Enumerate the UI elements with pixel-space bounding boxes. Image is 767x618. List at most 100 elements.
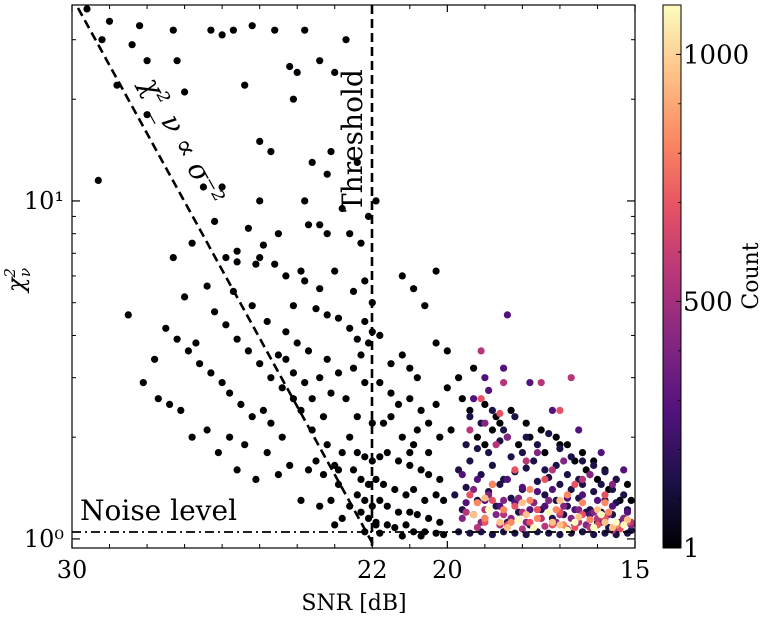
data-point: [466, 491, 474, 499]
data-point: [563, 441, 572, 449]
data-point: [319, 413, 328, 421]
data-point: [560, 457, 568, 465]
data-point: [226, 389, 234, 397]
data-point: [586, 516, 594, 524]
data-point: [541, 475, 549, 483]
data-point: [451, 491, 459, 499]
data-point: [143, 111, 151, 119]
data-point: [522, 419, 530, 427]
data-point: [593, 475, 602, 483]
data-point: [413, 374, 421, 382]
data-point: [406, 364, 414, 372]
data-point: [308, 158, 316, 166]
data-point: [334, 369, 343, 377]
data-point: [593, 496, 602, 504]
data-point: [458, 514, 466, 523]
data-point: [297, 496, 305, 504]
data-point: [511, 466, 519, 474]
data-point: [601, 468, 609, 476]
data-point: [410, 441, 418, 449]
data-point: [481, 374, 489, 382]
data-point: [533, 477, 542, 485]
data-point: [541, 491, 549, 499]
data-point: [571, 480, 579, 488]
data-point: [620, 521, 628, 529]
data-point: [533, 514, 542, 523]
data-point: [537, 379, 545, 387]
data-point: [379, 480, 388, 488]
data-point: [248, 22, 256, 30]
data-point: [601, 491, 609, 499]
data-point: [304, 221, 313, 229]
data-point: [394, 457, 403, 465]
data-point: [597, 449, 605, 457]
data-point: [601, 499, 609, 507]
data-point: [533, 441, 542, 449]
data-point: [376, 331, 384, 339]
data-point: [259, 241, 267, 249]
data-point: [241, 441, 249, 449]
data-point: [181, 88, 189, 96]
data-point: [312, 305, 320, 313]
data-point: [432, 491, 440, 499]
data-point: [316, 374, 324, 382]
data-point: [222, 254, 230, 262]
data-point: [248, 302, 256, 310]
data-point: [323, 230, 331, 238]
data-point: [331, 521, 339, 529]
data-point: [323, 170, 331, 178]
data-point: [417, 532, 425, 540]
x-tick-label: 22: [357, 556, 388, 584]
data-point: [500, 379, 508, 387]
data-point: [417, 406, 425, 414]
data-point: [334, 480, 343, 488]
data-point: [334, 314, 343, 322]
data-point: [319, 471, 328, 479]
data-point: [105, 17, 114, 25]
data-point: [410, 485, 418, 494]
data-point: [286, 461, 294, 469]
data-point: [496, 409, 504, 418]
data-point: [391, 524, 399, 532]
data-point: [503, 433, 511, 441]
data-point: [406, 449, 414, 457]
data-point: [323, 441, 331, 449]
data-point: [274, 230, 282, 238]
data-point: [361, 379, 369, 387]
data-point: [349, 364, 358, 372]
y-tick-label: 10⁰: [24, 525, 64, 553]
data-point: [256, 197, 264, 205]
data-point: [211, 217, 219, 225]
data-point: [548, 485, 557, 494]
data-point: [237, 400, 245, 408]
data-point: [571, 518, 579, 526]
data-point: [470, 395, 478, 403]
data-point: [289, 369, 297, 377]
data-point: [623, 516, 632, 524]
data-point: [503, 475, 511, 483]
data-point: [533, 449, 542, 457]
data-point: [458, 395, 466, 403]
data-point: [196, 360, 204, 368]
data-point: [267, 419, 275, 427]
data-point: [548, 406, 557, 414]
data-point: [226, 433, 234, 441]
data-point: [421, 496, 429, 504]
data-point: [244, 347, 252, 355]
data-point: [394, 400, 403, 408]
data-point: [432, 267, 440, 275]
data-point: [473, 499, 481, 507]
data-point: [507, 406, 515, 414]
data-point: [387, 413, 395, 421]
data-point: [518, 449, 527, 457]
data-point: [473, 524, 481, 532]
data-point: [500, 426, 508, 434]
data-point: [143, 57, 151, 65]
data-point: [608, 480, 617, 488]
data-point: [511, 413, 519, 421]
data-point: [211, 308, 219, 316]
data-point: [263, 317, 271, 326]
data-point: [361, 277, 369, 285]
data-point: [188, 433, 196, 441]
